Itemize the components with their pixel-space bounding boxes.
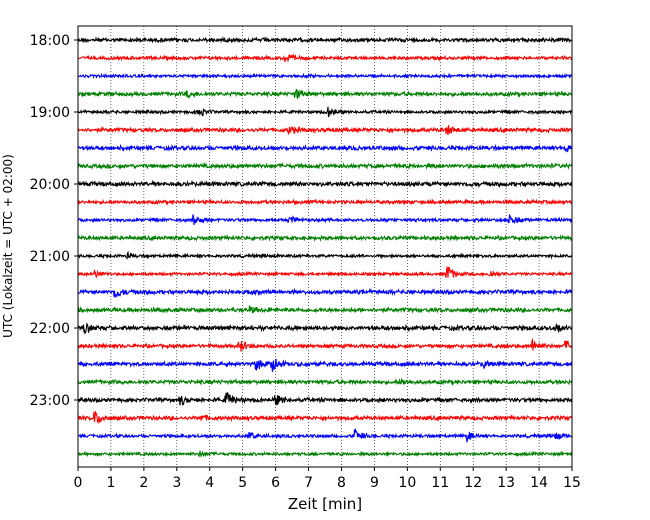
x-tick-label: 10: [398, 475, 416, 491]
x-tick-label: 11: [431, 475, 449, 491]
trace-11: [77, 234, 573, 242]
x-tick-label: 4: [205, 475, 214, 491]
trace-7: [77, 161, 573, 171]
x-tick-label: 13: [497, 475, 515, 491]
x-tick-label: 0: [74, 475, 83, 491]
trace-8: [77, 179, 573, 189]
trace-21: [77, 411, 573, 425]
x-axis-ticks: 0 1 2 3 4 5 6 7 8 9 10 11 12 13 14 15: [74, 467, 581, 491]
trace-6: [77, 143, 573, 153]
trace-10: [77, 214, 573, 226]
x-tick-label: 14: [530, 475, 548, 491]
y-tick-label: 21:00: [30, 249, 70, 265]
trace-17: [77, 338, 573, 352]
y-tick-label: 19:00: [30, 105, 70, 121]
trace-2: [77, 72, 573, 80]
x-tick-label: 12: [464, 475, 482, 491]
plot-area: [78, 26, 572, 467]
trace-5: [77, 125, 573, 135]
trace-15: [77, 305, 573, 314]
y-axis-label: UTC (Lokalzeit = UTC + 02:00): [1, 154, 15, 338]
trace-13: [77, 266, 573, 279]
y-tick-label: 23:00: [30, 393, 70, 409]
x-tick-label: 9: [370, 475, 379, 491]
trace-20: [77, 392, 573, 406]
trace-1: [77, 53, 573, 63]
x-tick-label: 3: [172, 475, 181, 491]
x-axis-label: Zeit [min]: [288, 495, 362, 513]
trace-3: [77, 89, 573, 100]
trace-18: [77, 358, 573, 372]
x-tick-label: 1: [106, 475, 115, 491]
trace-14: [77, 287, 573, 298]
x-tick-label: 6: [271, 475, 280, 491]
plot-border: [77, 25, 573, 468]
x-tick-label: 5: [238, 475, 247, 491]
x-tick-label: 7: [304, 475, 313, 491]
x-tick-label: 8: [337, 475, 346, 491]
trace-16: [77, 322, 573, 335]
trace-19: [77, 377, 573, 387]
trace-9: [77, 198, 573, 206]
trace-22: [77, 428, 573, 444]
y-tick-label: 20:00: [30, 177, 70, 193]
y-tick-label: 18:00: [30, 33, 70, 49]
seismic-traces: [77, 36, 573, 459]
trace-12: [77, 250, 573, 260]
trace-4: [77, 106, 573, 118]
x-tick-label: 15: [563, 475, 581, 491]
y-tick-label: 22:00: [30, 321, 70, 337]
y-axis-ticks: 18:00 19:00 20:00 21:00 22:00 23:00: [30, 33, 78, 409]
trace-23: [77, 450, 573, 459]
x-tick-label: 2: [139, 475, 148, 491]
trace-0: [77, 36, 573, 44]
